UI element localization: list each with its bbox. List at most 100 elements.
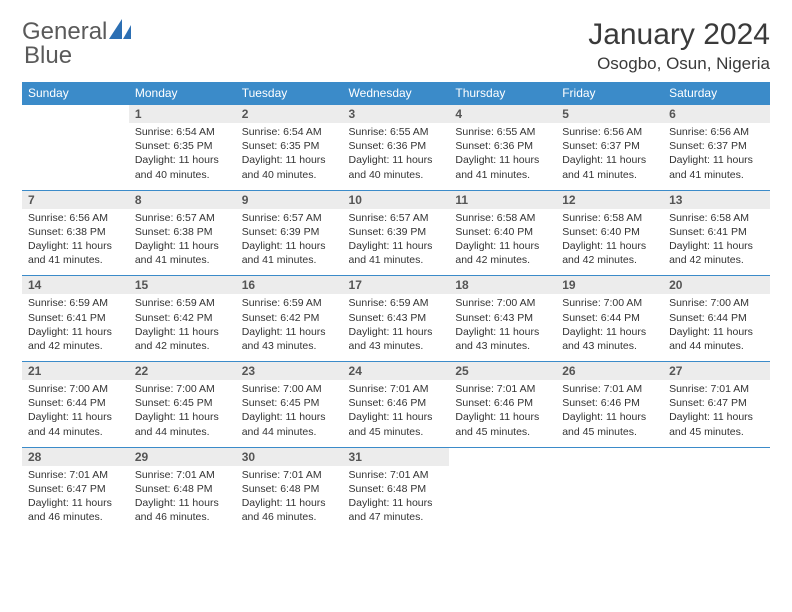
sunset-text: Sunset: 6:45 PM: [135, 396, 230, 410]
day-cell: 2Sunrise: 6:54 AMSunset: 6:35 PMDaylight…: [236, 105, 343, 191]
daylight-text: Daylight: 11 hours and 41 minutes.: [242, 239, 337, 267]
day-cell: 10Sunrise: 6:57 AMSunset: 6:39 PMDayligh…: [343, 190, 450, 276]
daylight-text: Daylight: 11 hours and 42 minutes.: [669, 239, 764, 267]
day-cell: [663, 447, 770, 532]
sunset-text: Sunset: 6:35 PM: [135, 139, 230, 153]
sunrise-text: Sunrise: 7:01 AM: [242, 468, 337, 482]
daylight-text: Daylight: 11 hours and 41 minutes.: [669, 153, 764, 181]
daylight-text: Daylight: 11 hours and 41 minutes.: [135, 239, 230, 267]
day-data: Sunrise: 7:01 AMSunset: 6:48 PMDaylight:…: [343, 466, 450, 533]
sunrise-text: Sunrise: 7:01 AM: [455, 382, 550, 396]
sunset-text: Sunset: 6:38 PM: [135, 225, 230, 239]
sunrise-text: Sunrise: 6:59 AM: [242, 296, 337, 310]
sunset-text: Sunset: 6:43 PM: [455, 311, 550, 325]
daylight-text: Daylight: 11 hours and 44 minutes.: [242, 410, 337, 438]
day-data: Sunrise: 7:00 AMSunset: 6:43 PMDaylight:…: [449, 294, 556, 361]
day-data: Sunrise: 6:56 AMSunset: 6:37 PMDaylight:…: [556, 123, 663, 190]
sunrise-text: Sunrise: 7:00 AM: [28, 382, 123, 396]
day-data: [22, 123, 129, 181]
day-number: 3: [343, 105, 450, 123]
day-data: Sunrise: 6:56 AMSunset: 6:37 PMDaylight:…: [663, 123, 770, 190]
daylight-text: Daylight: 11 hours and 41 minutes.: [28, 239, 123, 267]
col-thursday: Thursday: [449, 82, 556, 105]
day-number: 29: [129, 448, 236, 466]
week-row: 28Sunrise: 7:01 AMSunset: 6:47 PMDayligh…: [22, 447, 770, 532]
sunset-text: Sunset: 6:40 PM: [562, 225, 657, 239]
sunset-text: Sunset: 6:38 PM: [28, 225, 123, 239]
sunrise-text: Sunrise: 6:58 AM: [669, 211, 764, 225]
sunset-text: Sunset: 6:46 PM: [455, 396, 550, 410]
sunset-text: Sunset: 6:39 PM: [349, 225, 444, 239]
month-title: January 2024: [588, 18, 770, 52]
day-number: 1: [129, 105, 236, 123]
day-data: Sunrise: 6:59 AMSunset: 6:41 PMDaylight:…: [22, 294, 129, 361]
col-wednesday: Wednesday: [343, 82, 450, 105]
col-saturday: Saturday: [663, 82, 770, 105]
col-sunday: Sunday: [22, 82, 129, 105]
sunset-text: Sunset: 6:36 PM: [455, 139, 550, 153]
day-cell: 17Sunrise: 6:59 AMSunset: 6:43 PMDayligh…: [343, 276, 450, 362]
calendar-table: Sunday Monday Tuesday Wednesday Thursday…: [22, 82, 770, 532]
sunrise-text: Sunrise: 7:01 AM: [669, 382, 764, 396]
day-data: Sunrise: 6:55 AMSunset: 6:36 PMDaylight:…: [449, 123, 556, 190]
sunrise-text: Sunrise: 6:59 AM: [349, 296, 444, 310]
day-cell: 13Sunrise: 6:58 AMSunset: 6:41 PMDayligh…: [663, 190, 770, 276]
day-cell: 31Sunrise: 7:01 AMSunset: 6:48 PMDayligh…: [343, 447, 450, 532]
day-cell: 22Sunrise: 7:00 AMSunset: 6:45 PMDayligh…: [129, 362, 236, 448]
day-cell: 25Sunrise: 7:01 AMSunset: 6:46 PMDayligh…: [449, 362, 556, 448]
sunrise-text: Sunrise: 7:01 AM: [349, 468, 444, 482]
day-data: Sunrise: 7:01 AMSunset: 6:48 PMDaylight:…: [129, 466, 236, 533]
day-number: 22: [129, 362, 236, 380]
daylight-text: Daylight: 11 hours and 45 minutes.: [669, 410, 764, 438]
day-data: Sunrise: 6:55 AMSunset: 6:36 PMDaylight:…: [343, 123, 450, 190]
sunrise-text: Sunrise: 6:57 AM: [349, 211, 444, 225]
sunset-text: Sunset: 6:37 PM: [562, 139, 657, 153]
day-number: 10: [343, 191, 450, 209]
daylight-text: Daylight: 11 hours and 45 minutes.: [455, 410, 550, 438]
sunrise-text: Sunrise: 6:58 AM: [455, 211, 550, 225]
day-data: Sunrise: 6:54 AMSunset: 6:35 PMDaylight:…: [129, 123, 236, 190]
day-data: Sunrise: 7:01 AMSunset: 6:46 PMDaylight:…: [449, 380, 556, 447]
daylight-text: Daylight: 11 hours and 41 minutes.: [562, 153, 657, 181]
day-data: Sunrise: 7:00 AMSunset: 6:44 PMDaylight:…: [556, 294, 663, 361]
day-number: 20: [663, 276, 770, 294]
day-cell: 16Sunrise: 6:59 AMSunset: 6:42 PMDayligh…: [236, 276, 343, 362]
sunrise-text: Sunrise: 6:54 AM: [242, 125, 337, 139]
day-cell: 23Sunrise: 7:00 AMSunset: 6:45 PMDayligh…: [236, 362, 343, 448]
sunset-text: Sunset: 6:40 PM: [455, 225, 550, 239]
daylight-text: Daylight: 11 hours and 42 minutes.: [135, 325, 230, 353]
day-number: 8: [129, 191, 236, 209]
sunrise-text: Sunrise: 7:00 AM: [135, 382, 230, 396]
day-data: Sunrise: 6:58 AMSunset: 6:41 PMDaylight:…: [663, 209, 770, 276]
day-number: [556, 448, 663, 466]
day-number: 16: [236, 276, 343, 294]
day-data: [449, 466, 556, 524]
day-cell: 5Sunrise: 6:56 AMSunset: 6:37 PMDaylight…: [556, 105, 663, 191]
daylight-text: Daylight: 11 hours and 40 minutes.: [349, 153, 444, 181]
day-number: 19: [556, 276, 663, 294]
sunset-text: Sunset: 6:41 PM: [669, 225, 764, 239]
daylight-text: Daylight: 11 hours and 46 minutes.: [135, 496, 230, 524]
day-data: Sunrise: 7:01 AMSunset: 6:47 PMDaylight:…: [663, 380, 770, 447]
day-cell: 11Sunrise: 6:58 AMSunset: 6:40 PMDayligh…: [449, 190, 556, 276]
day-data: Sunrise: 7:00 AMSunset: 6:45 PMDaylight:…: [129, 380, 236, 447]
day-number: [449, 448, 556, 466]
sunset-text: Sunset: 6:47 PM: [28, 482, 123, 496]
day-cell: 24Sunrise: 7:01 AMSunset: 6:46 PMDayligh…: [343, 362, 450, 448]
sunrise-text: Sunrise: 6:57 AM: [135, 211, 230, 225]
day-number: 15: [129, 276, 236, 294]
sunset-text: Sunset: 6:35 PM: [242, 139, 337, 153]
day-number: 31: [343, 448, 450, 466]
sunset-text: Sunset: 6:39 PM: [242, 225, 337, 239]
day-number: 27: [663, 362, 770, 380]
day-number: 4: [449, 105, 556, 123]
day-number: 9: [236, 191, 343, 209]
daylight-text: Daylight: 11 hours and 42 minutes.: [562, 239, 657, 267]
daylight-text: Daylight: 11 hours and 42 minutes.: [28, 325, 123, 353]
day-data: Sunrise: 6:59 AMSunset: 6:42 PMDaylight:…: [236, 294, 343, 361]
day-number: 14: [22, 276, 129, 294]
week-row: 7Sunrise: 6:56 AMSunset: 6:38 PMDaylight…: [22, 190, 770, 276]
sunrise-text: Sunrise: 7:00 AM: [242, 382, 337, 396]
sunset-text: Sunset: 6:42 PM: [242, 311, 337, 325]
day-number: 7: [22, 191, 129, 209]
